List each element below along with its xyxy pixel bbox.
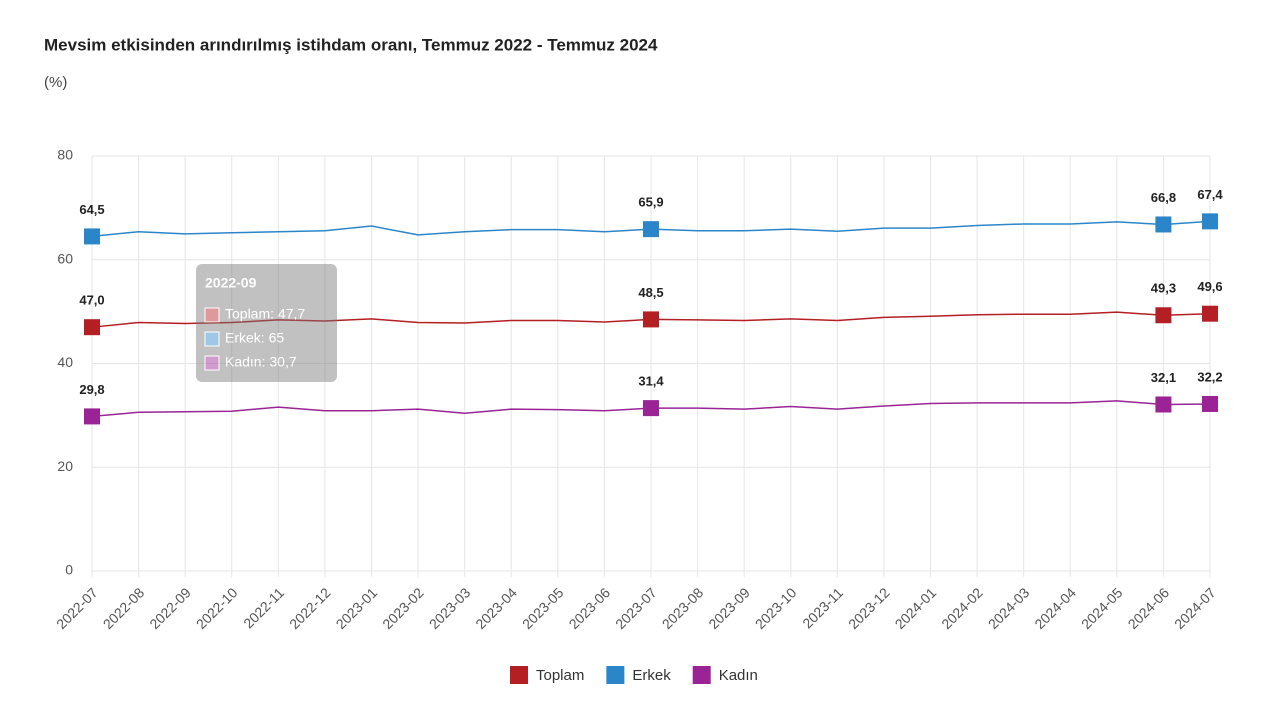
tooltip-item: Erkek: 65 — [225, 330, 284, 346]
x-tick-label: 2023-10 — [752, 584, 800, 632]
x-tick-label: 2022-07 — [53, 584, 101, 632]
y-tick-label: 80 — [57, 147, 73, 163]
point-marker — [643, 221, 659, 238]
tooltip: 2022-09 Toplam: 47,7 Erkek: 65 Kadın: 30,7 — [196, 264, 337, 382]
tooltip-item: Toplam: 47,7 — [225, 306, 305, 322]
y-tick-label: 60 — [57, 250, 73, 266]
x-tick-label: 2022-10 — [193, 584, 241, 632]
y-tick-label: 0 — [65, 562, 73, 578]
x-tick-label: 2023-01 — [333, 584, 381, 632]
x-tick-label: 2023-02 — [379, 584, 427, 632]
chart-title: Mevsim etkisinden arındırılmış istihdam … — [44, 35, 658, 54]
x-tick-label: 2024-06 — [1125, 584, 1173, 632]
legend-label: Erkek — [632, 667, 671, 684]
tooltip-swatch — [204, 355, 220, 371]
x-tick-label: 2024-04 — [1031, 584, 1079, 632]
point-marker — [1202, 305, 1218, 322]
x-tick-label: 2023-12 — [845, 584, 893, 632]
data-label: 65,9 — [638, 195, 663, 210]
point-marker — [1202, 395, 1218, 412]
point-marker — [643, 400, 659, 417]
data-label: 47,0 — [79, 293, 104, 308]
legend-item[interactable]: Toplam — [510, 666, 584, 684]
legend-label: Kadın — [719, 667, 758, 684]
legend-item[interactable]: Erkek — [606, 666, 671, 684]
tooltip-title: 2022-09 — [205, 275, 257, 291]
x-tick-label: 2024-07 — [1171, 584, 1219, 632]
x-tick-label: 2023-05 — [519, 584, 567, 632]
x-tick-label: 2024-03 — [985, 584, 1033, 632]
tooltip-item: Kadın: 30,7 — [225, 354, 297, 370]
point-marker — [84, 319, 100, 336]
x-tick-label: 2022-09 — [146, 584, 194, 632]
data-label: 66,8 — [1151, 190, 1176, 205]
data-label: 48,5 — [638, 285, 663, 300]
legend-swatch — [510, 666, 528, 684]
legend-label: Toplam — [536, 667, 584, 684]
data-label: 32,1 — [1151, 370, 1176, 385]
tooltip-swatch — [204, 307, 220, 323]
data-label: 64,5 — [79, 202, 104, 217]
x-tick-label: 2023-07 — [612, 584, 660, 632]
point-marker — [1202, 213, 1218, 230]
point-marker — [84, 408, 100, 425]
x-tick-label: 2024-05 — [1078, 584, 1126, 632]
x-tick-label: 2024-02 — [938, 584, 986, 632]
x-tick-label: 2023-09 — [705, 584, 753, 632]
y-tick-label: 20 — [57, 458, 73, 474]
x-tick-label: 2022-08 — [100, 584, 148, 632]
x-tick-label: 2023-04 — [472, 584, 520, 632]
data-label: 31,4 — [638, 374, 664, 389]
point-marker — [1155, 307, 1172, 324]
x-tick-label: 2023-06 — [566, 584, 614, 632]
y-tick-label: 40 — [57, 354, 73, 370]
data-label: 32,2 — [1197, 369, 1222, 384]
data-label: 67,4 — [1197, 187, 1223, 202]
tooltip-swatch — [204, 331, 220, 347]
legend-swatch — [606, 666, 625, 684]
data-label: 49,3 — [1151, 281, 1176, 296]
legend-swatch — [692, 666, 711, 684]
chart-subtitle: (%) — [44, 74, 67, 91]
data-label: 29,8 — [79, 382, 104, 397]
legend-item[interactable]: Kadın — [692, 666, 758, 684]
data-label: 49,6 — [1197, 279, 1222, 294]
x-tick-label: 2022-11 — [240, 584, 287, 631]
x-tick-label: 2023-08 — [659, 584, 707, 632]
point-marker — [643, 311, 659, 328]
x-tick-label: 2022-12 — [286, 584, 334, 632]
point-marker — [1155, 396, 1172, 413]
x-tick-label: 2024-01 — [892, 584, 940, 632]
point-marker — [84, 228, 100, 245]
x-tick-label: 2023-11 — [799, 584, 846, 631]
tooltip-box — [196, 264, 337, 382]
x-tick-label: 2023-03 — [426, 584, 474, 632]
point-marker — [1155, 216, 1172, 233]
